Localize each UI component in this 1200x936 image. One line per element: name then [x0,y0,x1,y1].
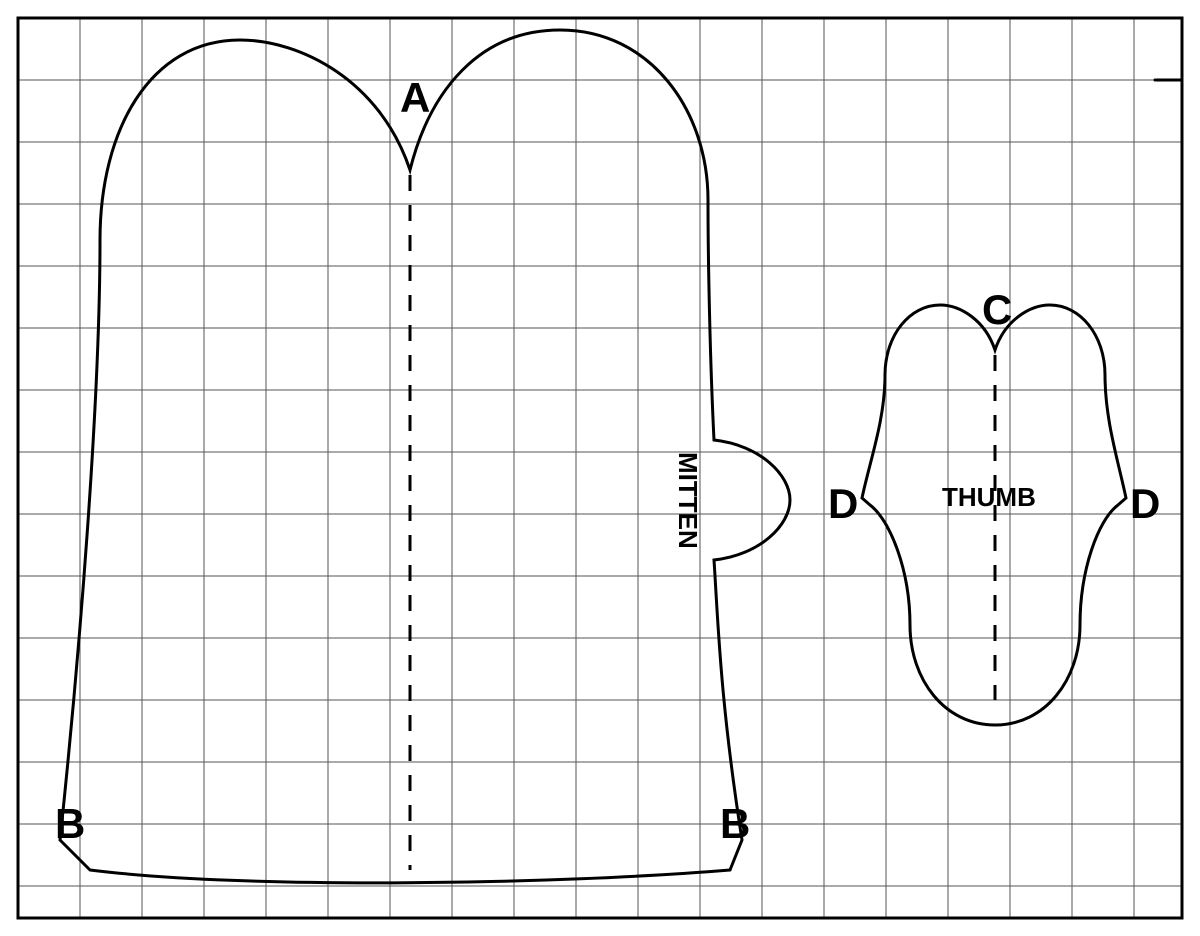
label-A: A [400,74,430,122]
label-D-left: D [828,480,858,528]
label-D-right: D [1130,480,1160,528]
label-thumb: THUMB [942,482,1036,513]
pattern-svg [0,0,1200,936]
label-B-left: B [55,800,85,848]
label-C: C [982,286,1012,334]
label-B-right: B [720,800,750,848]
pattern-diagram: A B B C D D THUMB MITTEN [0,0,1200,936]
label-mitten: MITTEN [672,452,703,549]
